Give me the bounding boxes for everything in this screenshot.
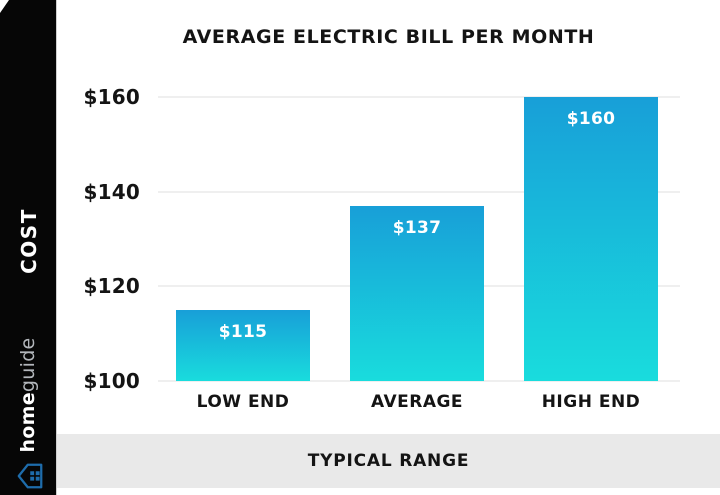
y-axis-tick-label: $100 (83, 369, 140, 393)
bar-average: $137 (350, 205, 484, 381)
bar-value-label: $137 (392, 217, 442, 238)
y-axis-tick-label: $160 (83, 85, 140, 109)
sidebar: COST homeguide (0, 0, 57, 495)
bar-high-end: $160 (524, 97, 658, 381)
bar-value-label: $115 (218, 322, 268, 342)
bar-low-end: $115 (176, 310, 310, 381)
y-axis-tick-label: $120 (83, 274, 140, 299)
bar-value-label: $160 (566, 109, 616, 129)
cost-axis-label: COST (17, 208, 41, 274)
typical-range-label: TYPICAL RANGE (307, 451, 470, 471)
house-logo-icon (15, 461, 45, 491)
x-axis-category-label: AVERAGE (370, 392, 464, 412)
chart-title: AVERAGE ELECTRIC BILL PER MONTH (182, 26, 595, 48)
footer-band: TYPICAL RANGE (57, 434, 720, 488)
gridline (158, 96, 680, 98)
brand-guide-text: guide (17, 337, 39, 393)
gridline (158, 380, 680, 382)
brand-home-text: home (17, 392, 39, 453)
x-axis-category-label: HIGH END (541, 392, 641, 412)
corner-notch (0, 0, 9, 13)
y-axis-tick-label: $140 (83, 179, 140, 204)
gridline (158, 190, 680, 193)
x-axis-category-label: LOW END (196, 392, 290, 412)
brand-wordmark: homeguide (17, 337, 39, 452)
